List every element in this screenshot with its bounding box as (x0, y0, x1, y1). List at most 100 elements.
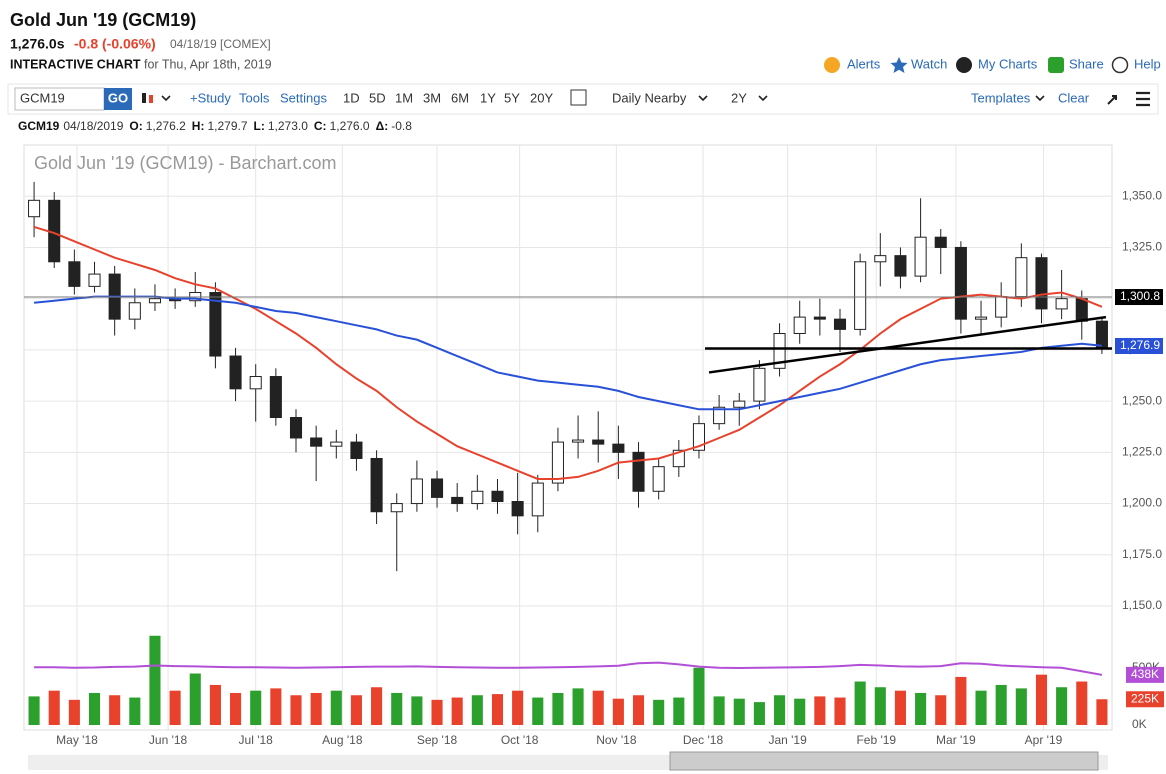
candle-body (310, 437, 323, 447)
go-button[interactable] (104, 88, 132, 110)
dropdown-icon[interactable] (1035, 95, 1045, 102)
x-tick-label: Sep '18 (417, 733, 458, 747)
candle-body (1075, 298, 1088, 322)
price-badge-label: 1,276.9 (1120, 338, 1160, 352)
candle-body (813, 316, 826, 320)
volume-bar (854, 681, 866, 725)
candle-body (28, 199, 41, 218)
candle-body (995, 296, 1008, 318)
symbol-value[interactable]: GCM19 (20, 90, 65, 105)
candle-body (692, 423, 706, 451)
dropdown-icon[interactable] (758, 95, 768, 102)
link[interactable]: Share (1069, 56, 1104, 71)
alerts-icon[interactable] (824, 57, 840, 73)
volume-bar (673, 697, 685, 725)
y-tick-label: 1,175.0 (1122, 547, 1162, 561)
draw-icon[interactable] (1107, 95, 1117, 105)
plot (24, 181, 1112, 725)
x-tick-label: Mar '19 (936, 733, 976, 747)
y-tick-label: 1,350.0 (1122, 188, 1162, 202)
quote-field-label: O: (129, 119, 142, 133)
y-tick-label: 1,325.0 (1122, 240, 1162, 254)
volume-bar (653, 699, 665, 725)
last-price: 1,276.0s (10, 36, 65, 52)
candle-body (894, 255, 907, 277)
link[interactable]: My Charts (978, 56, 1038, 71)
charts-icon[interactable] (956, 57, 972, 73)
period-button[interactable]: 20Y (530, 90, 553, 105)
quote-field-label: H: (192, 119, 205, 133)
volume-bar (1096, 699, 1108, 725)
quote-field-value: 1,273.0 (268, 119, 308, 133)
volume-bar (350, 695, 362, 725)
go-label[interactable]: GO (108, 90, 128, 105)
volume-bar (189, 673, 201, 725)
volume-bar (552, 692, 564, 725)
candle-body (934, 236, 947, 248)
volume-bar (129, 697, 141, 725)
volume-bar (68, 699, 80, 725)
candle-body (451, 496, 464, 505)
quote-field-value: 1,276.2 (146, 119, 186, 133)
range-select[interactable]: 2Y (731, 90, 747, 105)
volume-bar (1056, 687, 1068, 725)
candle-body (572, 439, 585, 443)
candle-body (773, 332, 786, 369)
templates-select[interactable]: Templates (971, 90, 1031, 105)
volume-bar (491, 694, 504, 725)
volume-bar (209, 684, 221, 725)
calendar-icon[interactable] (570, 89, 587, 106)
period-group: 1D 5D 1M 3M 6M 1Y 5Y 20Y (343, 90, 553, 105)
price-change: -0.8 (-0.06%) (74, 36, 156, 52)
volume-bar (834, 697, 846, 725)
watch-icon[interactable] (890, 57, 908, 73)
clear-button[interactable]: Clear (1058, 90, 1090, 105)
volume-bar (149, 635, 161, 725)
candle-body (430, 478, 444, 498)
toolbar-item[interactable]: Tools (239, 90, 270, 105)
chart-type-icon[interactable] (142, 93, 171, 103)
period-button[interactable]: 5D (369, 90, 386, 105)
volume-bar (290, 695, 302, 725)
period-button[interactable]: 5Y (504, 90, 520, 105)
volume-bar (612, 698, 624, 725)
candle-body (1055, 298, 1068, 310)
chart-watermark: Gold Jun '19 (GCM19) - Barchart.com (34, 153, 337, 173)
period-button[interactable]: 6M (451, 90, 469, 105)
volume-bar (874, 687, 886, 725)
y-tick-label: 1,200.0 (1122, 496, 1162, 510)
volume-bar (371, 687, 383, 725)
period-button[interactable]: 1Y (480, 90, 496, 105)
volume-bar (632, 695, 645, 725)
period-button[interactable]: 1M (395, 90, 413, 105)
x-tick-label: Oct '18 (501, 733, 539, 747)
help-icon[interactable] (1111, 56, 1129, 74)
volume-bar (391, 692, 403, 725)
candle-body (531, 482, 544, 517)
candle-body (632, 451, 645, 492)
candle-body (148, 298, 162, 304)
y-tick-label: 1,250.0 (1122, 393, 1162, 407)
share-icon[interactable] (1048, 57, 1064, 73)
volume-bar (230, 692, 242, 725)
period-button[interactable]: 3M (423, 90, 441, 105)
candle-body (833, 318, 847, 330)
toolbar-item[interactable]: Settings (280, 90, 327, 105)
scroll-handle[interactable] (669, 751, 1099, 771)
link[interactable]: Watch (911, 56, 947, 71)
candle-body (753, 367, 766, 402)
link[interactable]: Help (1134, 56, 1161, 71)
period-button[interactable]: 1D (343, 90, 360, 105)
dropdown-icon[interactable] (698, 95, 708, 102)
volume-bar (592, 690, 604, 725)
candle-body (209, 292, 222, 357)
mode-select[interactable]: Daily Nearby (612, 90, 687, 105)
menu-icon[interactable] (1136, 91, 1150, 107)
volume-bar (310, 692, 322, 725)
x-tick-label: Nov '18 (596, 733, 637, 747)
link[interactable]: Alerts (847, 56, 881, 71)
toolbar-item[interactable]: +Study (190, 90, 231, 105)
quote-field-value: 1,279.7 (207, 119, 247, 133)
volume-bar (411, 696, 423, 725)
